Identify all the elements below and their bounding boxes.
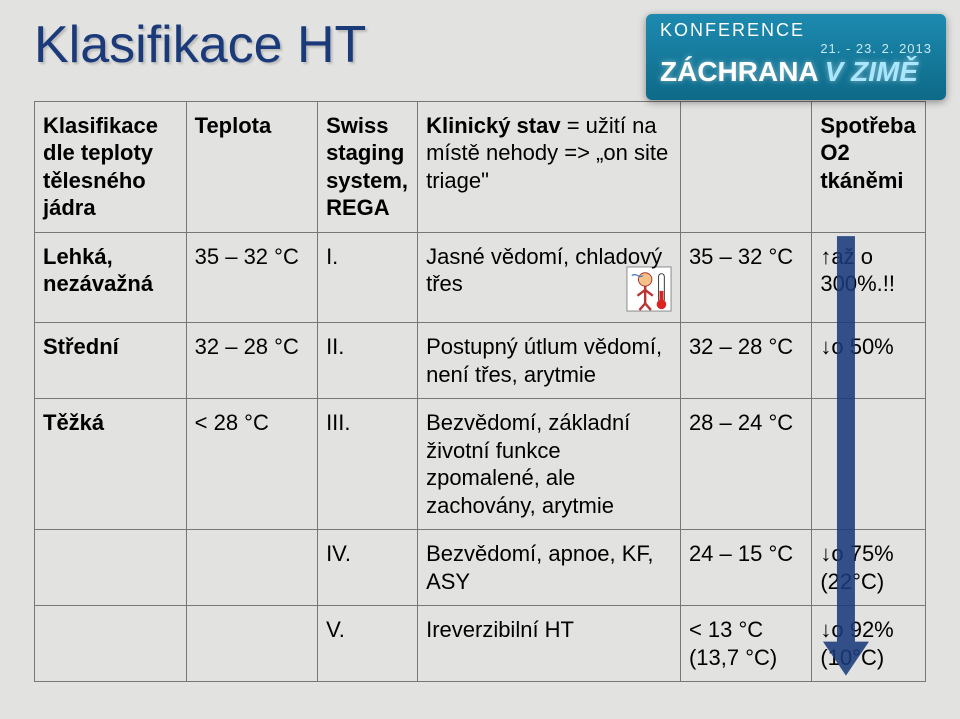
header-classification: Klasifikace dle teploty tělesného jádra xyxy=(35,101,187,232)
header-o2: Spotřeba O2 tkáněmi xyxy=(812,101,926,232)
row-temp: 32 – 28 °C xyxy=(186,323,317,399)
table-row: Těžká < 28 °C III. Bezvědomí, základní ž… xyxy=(35,399,926,530)
table-row: V. Ireverzibilní HT < 13 °C (13,7 °C) ↓o… xyxy=(35,606,926,682)
header-clinical-strong: Klinický stav xyxy=(426,113,561,138)
row-range: 32 – 28 °C xyxy=(680,323,811,399)
row-clinical: Bezvědomí, apnoe, KF, ASY xyxy=(418,530,681,606)
row-temp: 35 – 32 °C xyxy=(186,232,317,323)
header-row: Klasifikace dle teploty tělesného jádra … xyxy=(35,101,926,232)
conference-banner: KONFERENCE 21. - 23. 2. 2013 ZÁCHRANA V … xyxy=(646,14,946,100)
header-swiss: Swiss staging system, REGA xyxy=(318,101,418,232)
row-temp xyxy=(186,606,317,682)
row-roman: III. xyxy=(318,399,418,530)
banner-brand-b: V ZIMĚ xyxy=(825,56,918,88)
row-label xyxy=(35,606,187,682)
row-o2: ↑až o 300%.!! xyxy=(812,232,926,323)
row-label: Střední xyxy=(35,323,187,399)
row-roman: IV. xyxy=(318,530,418,606)
row-label xyxy=(35,530,187,606)
row-range: < 13 °C (13,7 °C) xyxy=(680,606,811,682)
row-o2: ↓o 92% (10°C) xyxy=(812,606,926,682)
row-label: Lehká, nezávažná xyxy=(35,232,187,323)
row-range: 35 – 32 °C xyxy=(680,232,811,323)
banner-dates: 21. - 23. 2. 2013 xyxy=(660,41,932,56)
classification-table: Klasifikace dle teploty tělesného jádra … xyxy=(34,101,926,683)
header-range xyxy=(680,101,811,232)
table-row: Střední 32 – 28 °C II. Postupný útlum vě… xyxy=(35,323,926,399)
shivering-icon xyxy=(626,266,672,312)
row-o2: ↓o 50% xyxy=(812,323,926,399)
row-clinical: Bezvědomí, základní životní funkce zpoma… xyxy=(418,399,681,530)
row-range: 28 – 24 °C xyxy=(680,399,811,530)
row-roman: II. xyxy=(318,323,418,399)
row-temp: < 28 °C xyxy=(186,399,317,530)
row-label: Těžká xyxy=(35,399,187,530)
row-clinical: Ireverzibilní HT xyxy=(418,606,681,682)
banner-word: KONFERENCE xyxy=(660,20,805,41)
row-clinical: Jasné vědomí, chladový třes xyxy=(418,232,681,323)
row-temp xyxy=(186,530,317,606)
row-roman: V. xyxy=(318,606,418,682)
header-temperature: Teplota xyxy=(186,101,317,232)
table-row: Lehká, nezávažná 35 – 32 °C I. Jasné věd… xyxy=(35,232,926,323)
header-clinical: Klinický stav = užití na místě nehody =>… xyxy=(418,101,681,232)
banner-brand-a: ZÁCHRANA xyxy=(660,56,819,88)
row-clinical: Postupný útlum vědomí, není třes, arytmi… xyxy=(418,323,681,399)
row-o2: ↓o 75% (22°C) xyxy=(812,530,926,606)
table-row: IV. Bezvědomí, apnoe, KF, ASY 24 – 15 °C… xyxy=(35,530,926,606)
row-range: 24 – 15 °C xyxy=(680,530,811,606)
row-roman: I. xyxy=(318,232,418,323)
row-o2 xyxy=(812,399,926,530)
